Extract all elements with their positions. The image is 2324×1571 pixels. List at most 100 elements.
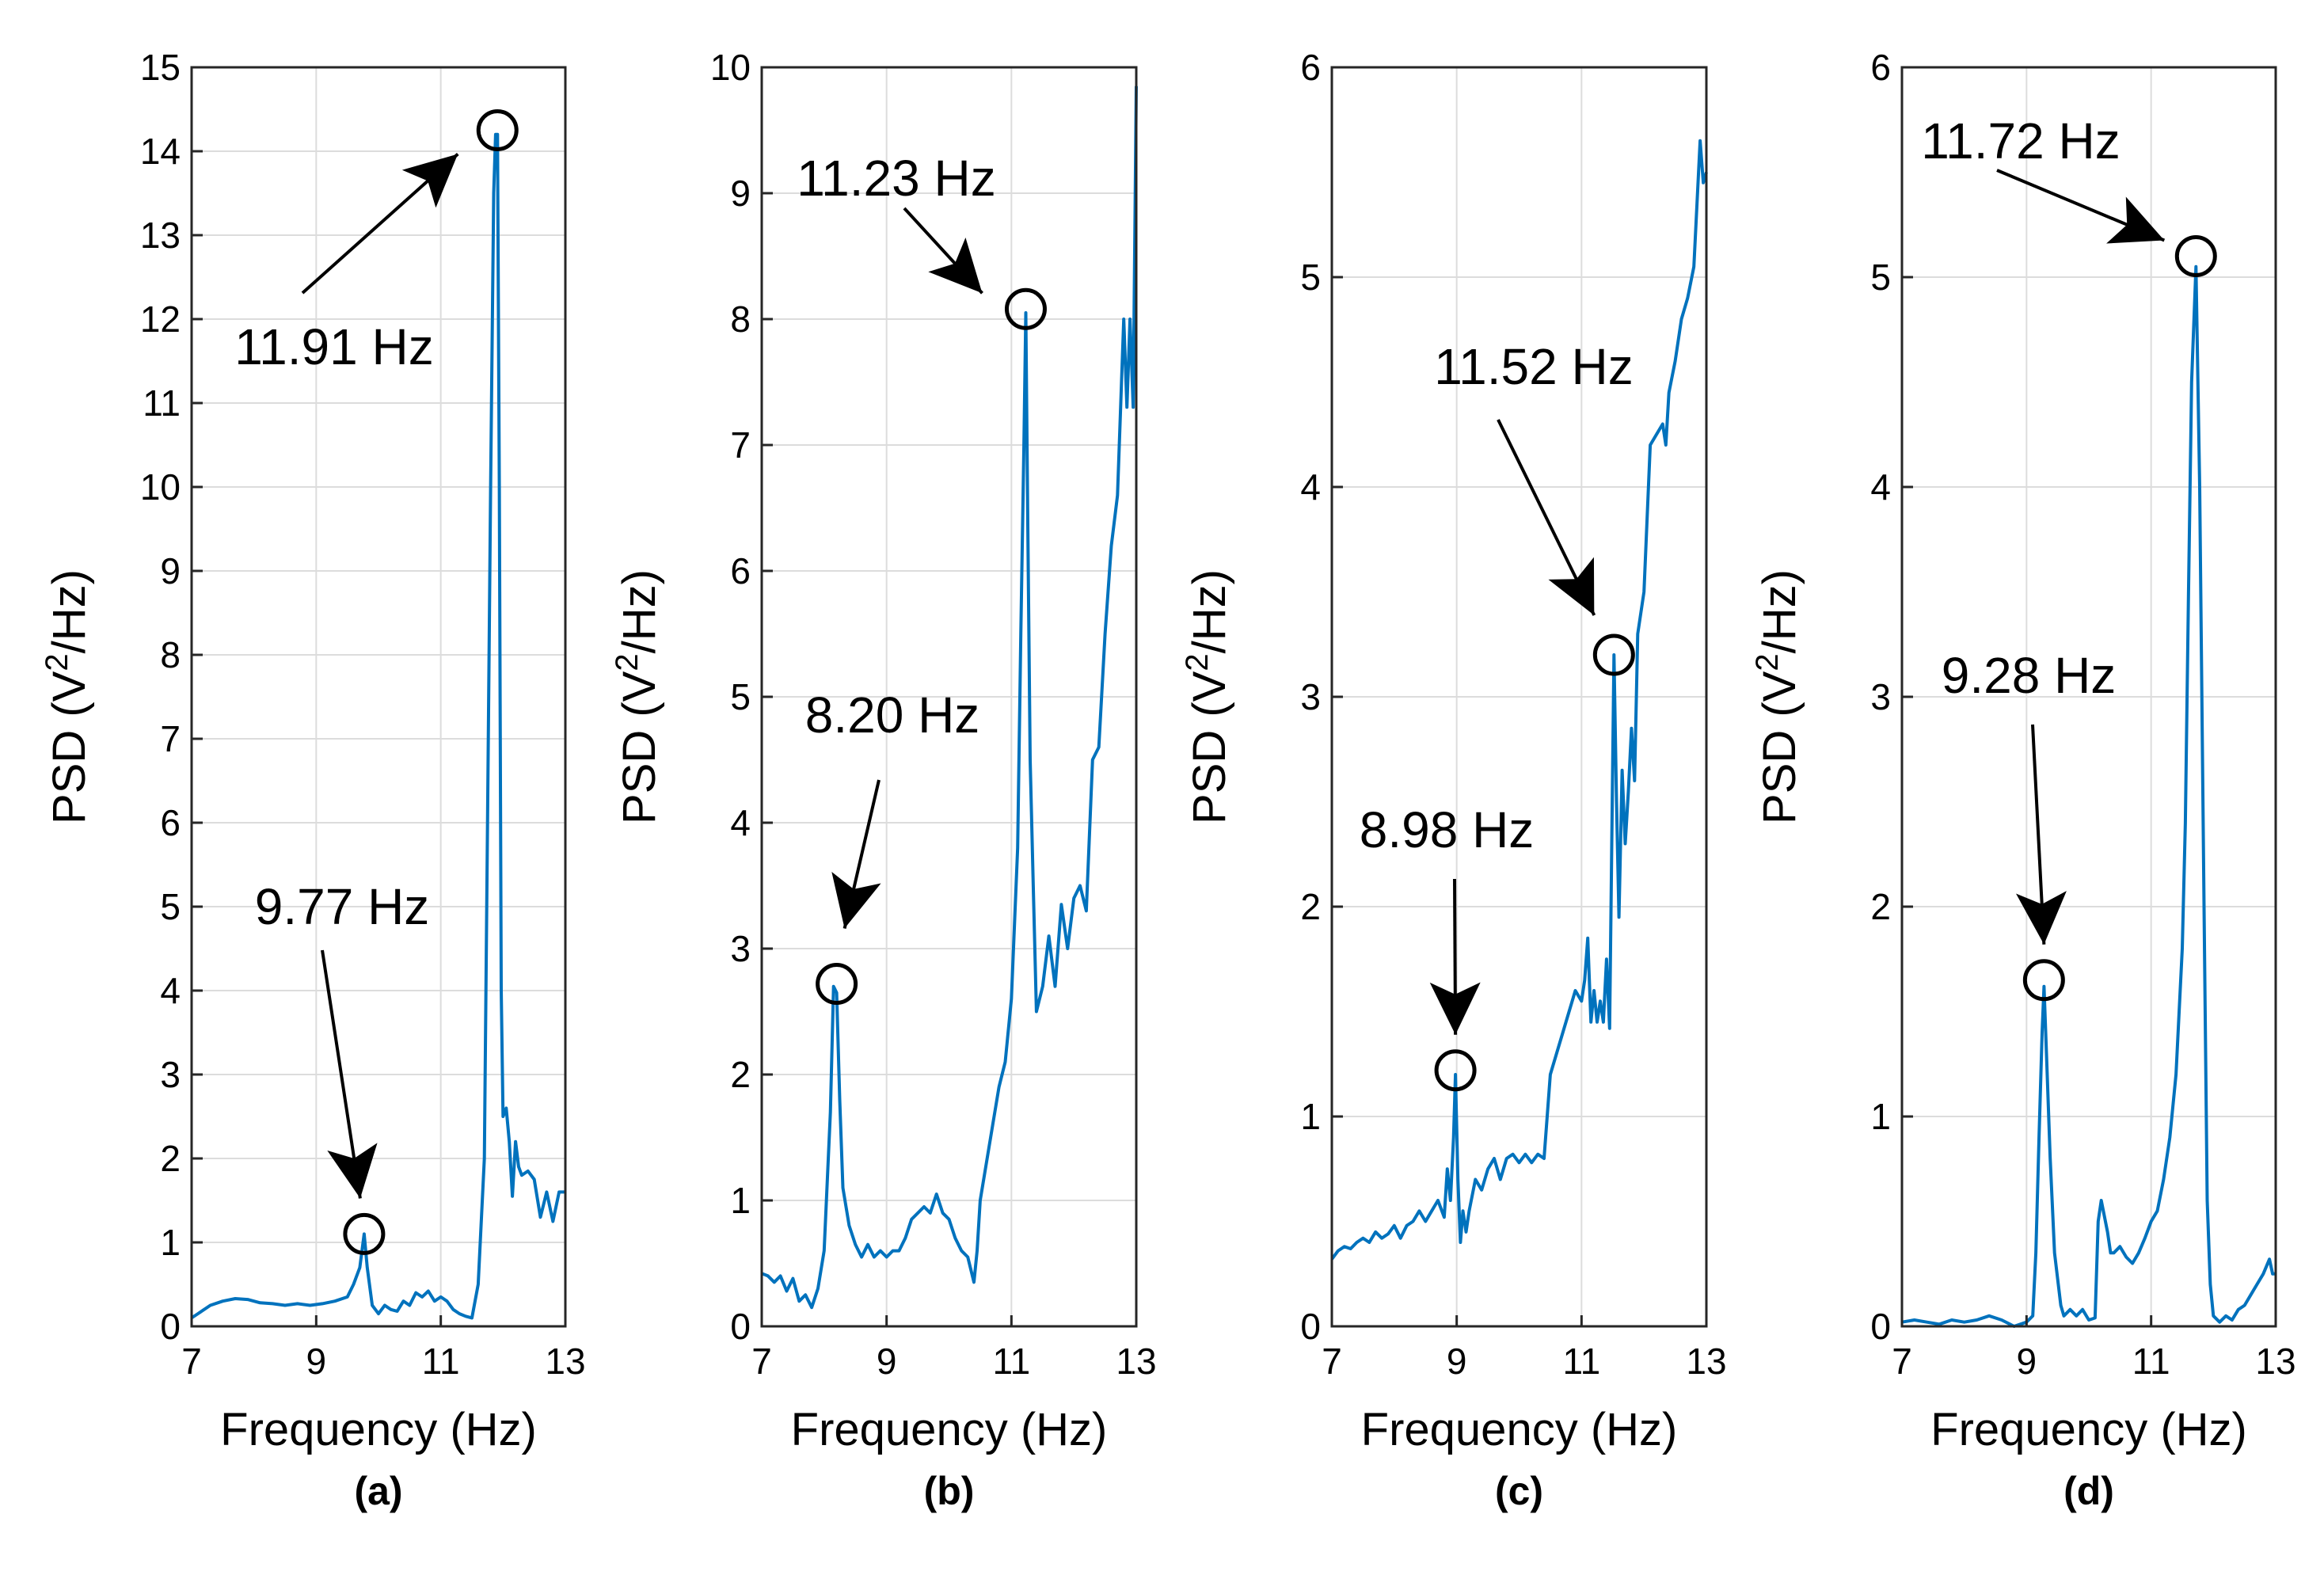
y-tick-label: 12 [140, 299, 181, 340]
y-tick-label: 8 [730, 299, 751, 340]
peak-label: 9.28 Hz [1942, 647, 2117, 704]
x-axis-title: Frequency (Hz) [1361, 1404, 1678, 1455]
x-tick-label: 11 [1562, 1341, 1600, 1382]
y-tick-label: 0 [1300, 1306, 1321, 1347]
y-tick-label: 0 [730, 1306, 751, 1347]
panel-label: (a) [354, 1469, 402, 1513]
x-axis-title: Frequency (Hz) [220, 1404, 537, 1455]
peak-label: 9.77 Hz [255, 878, 430, 935]
peak-arrow [903, 207, 983, 295]
y-tick-label: 0 [160, 1306, 181, 1347]
y-tick-label: 4 [730, 802, 751, 843]
y-tick-label: 3 [1300, 676, 1321, 717]
peak-arrow [1996, 169, 2166, 244]
panel-b: 7 9 11 13 0 1 2 3 4 5 6 7 8 9 10 11.23 Hz 8.20 Hz Freq… [610, 47, 1157, 1513]
panel-d: 7 9 11 13 0 1 2 3 4 5 6 11.72 Hz 9.28 Hz Frequency… [1750, 47, 2296, 1513]
y-tick-label: 3 [730, 928, 751, 969]
y-tick-label: 10 [140, 466, 181, 508]
x-tick-label: 7 [1322, 1341, 1342, 1382]
x-tick-label: 9 [2017, 1341, 2037, 1382]
y-tick-label: 9 [160, 550, 181, 592]
y-tick-label: 6 [730, 550, 751, 592]
panel-label: (b) [924, 1469, 975, 1513]
peak-label: 11.23 Hz [797, 150, 995, 207]
y-tick-label: 7 [160, 718, 181, 759]
peak-arrow [301, 153, 459, 295]
x-tick-label: 13 [2255, 1341, 2295, 1382]
peak-marker [2174, 235, 2217, 277]
psd-line [761, 86, 1138, 1310]
y-axis-title: PSD (V2/Hz) [1180, 569, 1235, 824]
x-tick-label: 7 [1892, 1341, 1912, 1382]
y-tick-label: 6 [160, 802, 181, 843]
y-tick-label: 6 [1870, 47, 1891, 88]
y-tick-label: 7 [730, 424, 751, 466]
x-tick-label: 13 [1686, 1341, 1726, 1382]
y-tick-label: 3 [160, 1054, 181, 1095]
y-tick-label: 4 [1870, 466, 1891, 508]
y-tick-label: 9 [730, 173, 751, 214]
peak-marker [1434, 1049, 1477, 1092]
y-tick-label: 13 [140, 215, 181, 256]
x-tick-label: 9 [877, 1341, 897, 1382]
axes-box [190, 66, 567, 1328]
y-axis-title: PSD (V2/Hz) [610, 569, 665, 824]
psd-line [190, 132, 565, 1320]
panel-label: (d) [2063, 1469, 2114, 1513]
peak-marker [2022, 959, 2065, 1002]
y-tick-label: 1 [1870, 1096, 1891, 1137]
peak-marker [1004, 287, 1047, 330]
psd-line [1901, 264, 2276, 1328]
y-tick-label: 5 [160, 886, 181, 927]
peak-marker [1592, 633, 1635, 676]
x-axis-title: Frequency (Hz) [791, 1404, 1108, 1455]
y-tick-label: 0 [1870, 1306, 1891, 1347]
peak-label: 11.72 Hz [1921, 112, 2120, 169]
y-tick-label: 15 [140, 47, 181, 88]
peak-label: 11.52 Hz [1434, 338, 1633, 395]
y-tick-label: 1 [160, 1222, 181, 1263]
x-tick-label: 11 [992, 1341, 1030, 1382]
psd-line [1330, 139, 1708, 1261]
y-tick-label: 5 [730, 676, 751, 717]
y-axis-title: PSD (V2/Hz) [1750, 569, 1805, 824]
y-tick-label: 14 [140, 131, 181, 172]
y-tick-label: 1 [730, 1180, 751, 1221]
peak-label: 11.91 Hz [234, 318, 433, 375]
y-tick-label: 8 [160, 634, 181, 675]
y-tick-label: 10 [710, 47, 751, 88]
x-tick-label: 9 [306, 1341, 327, 1382]
panel-c: 7 9 11 13 0 1 2 3 4 5 6 11.52 Hz 8.98 Hz Frequency… [1180, 47, 1727, 1513]
x-tick-label: 11 [422, 1341, 460, 1382]
peak-arrow [1497, 419, 1596, 616]
y-tick-label: 5 [1300, 257, 1321, 298]
y-tick-label: 2 [1300, 886, 1321, 927]
y-tick-label: 2 [730, 1054, 751, 1095]
peak-label: 8.20 Hz [805, 687, 980, 744]
y-tick-label: 4 [160, 970, 181, 1011]
x-tick-label: 9 [1447, 1341, 1467, 1382]
y-tick-label: 3 [1870, 676, 1891, 717]
y-axis-title: PSD (V2/Hz) [40, 569, 95, 824]
x-tick-label: 7 [181, 1341, 202, 1382]
peak-arrow [2015, 724, 2067, 945]
y-tick-label: 4 [1300, 466, 1321, 508]
y-tick-label: 2 [1870, 886, 1891, 927]
x-axis-title: Frequency (Hz) [1930, 1404, 2247, 1455]
x-tick-label: 13 [1116, 1341, 1156, 1382]
peak-arrow [831, 779, 881, 929]
y-tick-label: 5 [1870, 257, 1891, 298]
x-tick-label: 11 [2132, 1341, 2170, 1382]
x-tick-label: 7 [751, 1341, 772, 1382]
peak-label: 8.98 Hz [1360, 801, 1535, 858]
peak-marker [476, 109, 519, 151]
y-tick-label: 1 [1300, 1096, 1321, 1137]
y-tick-label: 6 [1300, 47, 1321, 88]
peak-marker [816, 963, 858, 1006]
panel-label: (c) [1495, 1469, 1543, 1513]
peak-marker [343, 1212, 386, 1255]
peak-arrow [321, 949, 378, 1199]
y-tick-label: 11 [143, 382, 181, 424]
